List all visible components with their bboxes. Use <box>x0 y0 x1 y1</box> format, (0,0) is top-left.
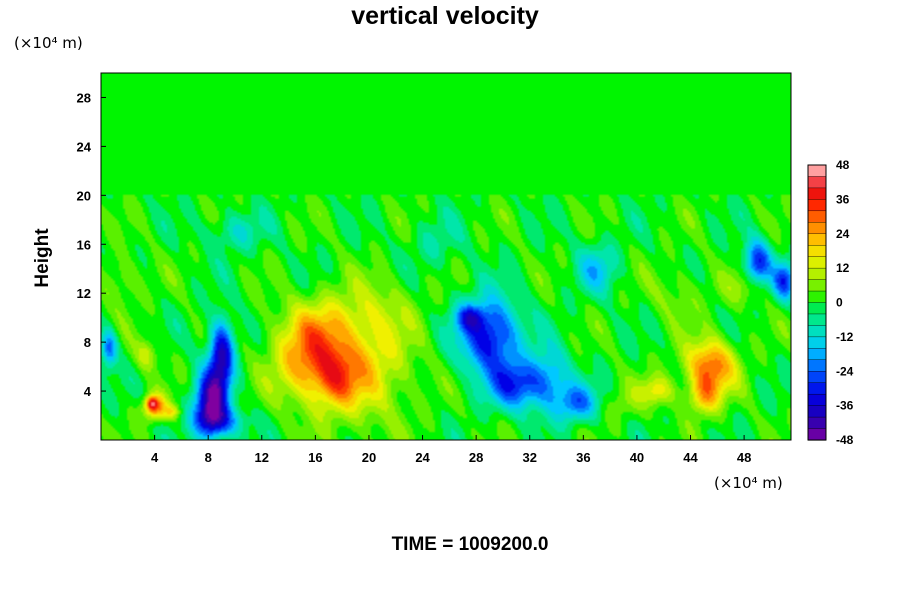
x-tick-label: 24 <box>415 450 430 465</box>
colorbar-bin <box>807 256 827 269</box>
x-axis-unit: (×10⁴ m) <box>714 474 783 492</box>
colorbar-bin <box>807 245 827 258</box>
x-tick-label: 16 <box>308 450 322 465</box>
colorbar-bin <box>807 210 827 223</box>
vertical-velocity-field <box>101 73 791 440</box>
y-tick-label: 8 <box>84 335 91 350</box>
colorbar-bin <box>807 348 827 361</box>
colorbar-bin <box>807 222 827 235</box>
x-tick-label: 32 <box>523 450 537 465</box>
colorbar-bin <box>807 359 827 372</box>
colorbar-tick-label: 48 <box>836 158 850 172</box>
y-tick-label: 24 <box>77 139 92 154</box>
colorbar-frame <box>807 164 827 441</box>
colorbar-bin <box>807 325 827 338</box>
colorbar-bin <box>807 279 827 292</box>
colorbar-bin <box>807 336 827 349</box>
y-tick-label: 28 <box>77 90 91 105</box>
y-tick-label: 20 <box>77 188 91 203</box>
colorbar-bin <box>807 405 827 418</box>
y-tick-label: 4 <box>84 384 92 399</box>
colorbar-tick-label: 24 <box>836 227 850 241</box>
x-tick-label: 28 <box>469 450 483 465</box>
colorbar-tick-label: -36 <box>836 399 854 413</box>
colorbar-tick-label: -12 <box>836 330 854 344</box>
x-tick-label: 40 <box>630 450 644 465</box>
chart-title: vertical velocity <box>351 2 539 30</box>
x-tick-label: 8 <box>205 450 212 465</box>
colorbar-bin <box>807 164 827 178</box>
colorbar-tick-label: 36 <box>836 192 850 206</box>
x-tick-label: 36 <box>576 450 590 465</box>
time-label: TIME = 1009200.0 <box>392 534 549 555</box>
x-tick-label: 20 <box>362 450 376 465</box>
x-axis-ticks: 4 8 12 16 20 24 28 32 36 40 44 48 <box>151 435 751 465</box>
colorbar-bin <box>807 176 827 189</box>
colorbar-bin <box>807 233 827 246</box>
x-tick-label: 12 <box>255 450 269 465</box>
y-axis-ticks: 4 8 12 16 20 24 28 <box>77 90 106 399</box>
colorbar-bin <box>807 187 827 200</box>
y-axis-unit: (×10⁴ m) <box>14 34 83 52</box>
colorbar-ticks: 48 36 24 12 0 -12 -24 -36 -48 <box>836 158 854 447</box>
colorbar <box>807 164 827 441</box>
colorbar-bin <box>807 267 827 281</box>
x-tick-label: 44 <box>683 450 698 465</box>
y-tick-label: 12 <box>77 286 91 301</box>
y-axis-label: Height <box>32 228 53 288</box>
plot-frame <box>100 72 792 441</box>
plot-area <box>100 72 792 441</box>
colorbar-bin <box>807 290 827 304</box>
colorbar-bin <box>807 428 827 441</box>
colorbar-bin <box>807 313 827 327</box>
colorbar-bin <box>807 382 827 395</box>
x-tick-label: 4 <box>151 450 159 465</box>
colorbar-bin <box>807 416 827 430</box>
colorbar-tick-label: 0 <box>836 296 843 310</box>
colorbar-tick-label: -24 <box>836 364 854 378</box>
colorbar-tick-label: 12 <box>836 261 850 275</box>
colorbar-bin <box>807 371 827 384</box>
x-tick-label: 48 <box>737 450 751 465</box>
colorbar-bin <box>807 302 827 315</box>
colorbar-bin <box>807 393 827 407</box>
colorbar-bin <box>807 199 827 212</box>
colorbar-tick-label: -48 <box>836 433 854 447</box>
y-tick-label: 16 <box>77 237 91 252</box>
